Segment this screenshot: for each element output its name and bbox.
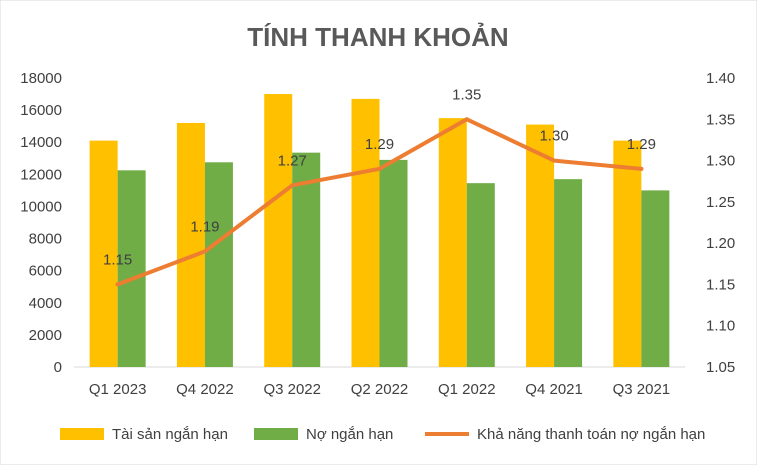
category-label: Q3 2022	[263, 381, 321, 398]
right-tick-label: 1.35	[706, 111, 735, 128]
right-tick-label: 1.20	[706, 235, 735, 252]
legend-swatch	[254, 428, 298, 440]
category-label: Q3 2021	[613, 381, 671, 398]
left-axis-ticks: 0 2000 4000 6000 8000 10000 12000 14000 16000 180…	[20, 70, 62, 376]
line-data-label: 1.30	[539, 128, 568, 145]
category-label: Q4 2021	[525, 381, 583, 398]
left-tick-label: 2000	[29, 327, 62, 344]
left-tick-label: 0	[54, 359, 62, 376]
bar-no-ngan-han	[554, 179, 583, 367]
line-point	[639, 166, 644, 171]
bar-no-ngan-han	[379, 159, 408, 367]
line-data-label: 1.35	[452, 86, 481, 103]
category-label: Q2 2022	[351, 381, 409, 398]
left-tick-label: 10000	[20, 198, 62, 215]
bar-no-ngan-han	[641, 190, 670, 367]
category-label: Q4 2022	[176, 381, 234, 398]
left-tick-label: 12000	[20, 166, 62, 183]
bar-no-ngan-han	[117, 170, 146, 367]
line-data-label: 1.29	[627, 136, 656, 153]
left-tick-label: 16000	[20, 102, 62, 119]
right-axis-ticks: 1.05 1.10 1.15 1.20 1.25 1.30 1.35 1.40	[706, 70, 735, 376]
line-data-label: 1.29	[365, 136, 394, 153]
bar-tai-san-ngan-han	[613, 140, 642, 367]
right-tick-label: 1.40	[706, 70, 735, 87]
right-tick-label: 1.10	[706, 318, 735, 335]
right-tick-label: 1.15	[706, 276, 735, 293]
legend-swatch	[60, 428, 104, 440]
category-label: Q1 2022	[438, 381, 496, 398]
bars-group	[89, 94, 670, 368]
chart-title: TÍNH THANH KHOẢN	[247, 22, 508, 52]
line-data-label: 1.27	[278, 152, 307, 169]
right-tick-label: 1.25	[706, 194, 735, 211]
category-labels: Q1 2023 Q4 2022 Q3 2022 Q2 2022 Q1 2022 Q4 20…	[89, 381, 670, 398]
bar-tai-san-ngan-han	[351, 98, 380, 367]
line-series-group	[115, 117, 644, 287]
line-point	[115, 282, 120, 287]
left-tick-label: 4000	[29, 295, 62, 312]
legend-label: Nợ ngắn hạn	[306, 426, 393, 443]
bar-no-ngan-han	[204, 162, 233, 367]
right-tick-label: 1.30	[706, 153, 735, 170]
legend-label: Tài sản ngắn hạn	[112, 426, 228, 443]
bar-tai-san-ngan-han	[89, 140, 118, 367]
bar-tai-san-ngan-han	[176, 122, 205, 367]
line-data-label: 1.15	[103, 251, 132, 268]
bar-no-ngan-han	[466, 183, 495, 367]
left-tick-label: 6000	[29, 263, 62, 280]
line-point	[552, 158, 557, 163]
bar-tai-san-ngan-han	[526, 124, 555, 367]
line-data-label: 1.19	[190, 218, 219, 235]
line-point	[464, 117, 469, 122]
left-tick-label: 8000	[29, 231, 62, 248]
line-point	[377, 166, 382, 171]
bar-no-ngan-han	[292, 152, 321, 367]
right-tick-label: 1.05	[706, 359, 735, 376]
legend-label: Khả năng thanh toán nợ ngắn hạn	[477, 426, 705, 443]
bar-tai-san-ngan-han	[264, 94, 293, 368]
line-point	[290, 183, 295, 188]
category-label: Q1 2023	[89, 381, 147, 398]
left-tick-label: 14000	[20, 134, 62, 151]
line-point	[202, 249, 207, 254]
left-tick-label: 18000	[20, 70, 62, 87]
data-labels-group: 1.15 1.19 1.27 1.29 1.35 1.30 1.29	[103, 86, 656, 268]
bar-tai-san-ngan-han	[438, 118, 467, 367]
legend: Tài sản ngắn hạn Nợ ngắn hạn Khả năng than…	[60, 426, 705, 443]
